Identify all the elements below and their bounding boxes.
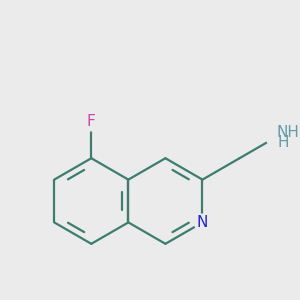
Text: H: H [278,135,290,150]
Text: F: F [87,114,96,129]
Text: NH: NH [277,125,299,140]
Text: N: N [197,215,208,230]
